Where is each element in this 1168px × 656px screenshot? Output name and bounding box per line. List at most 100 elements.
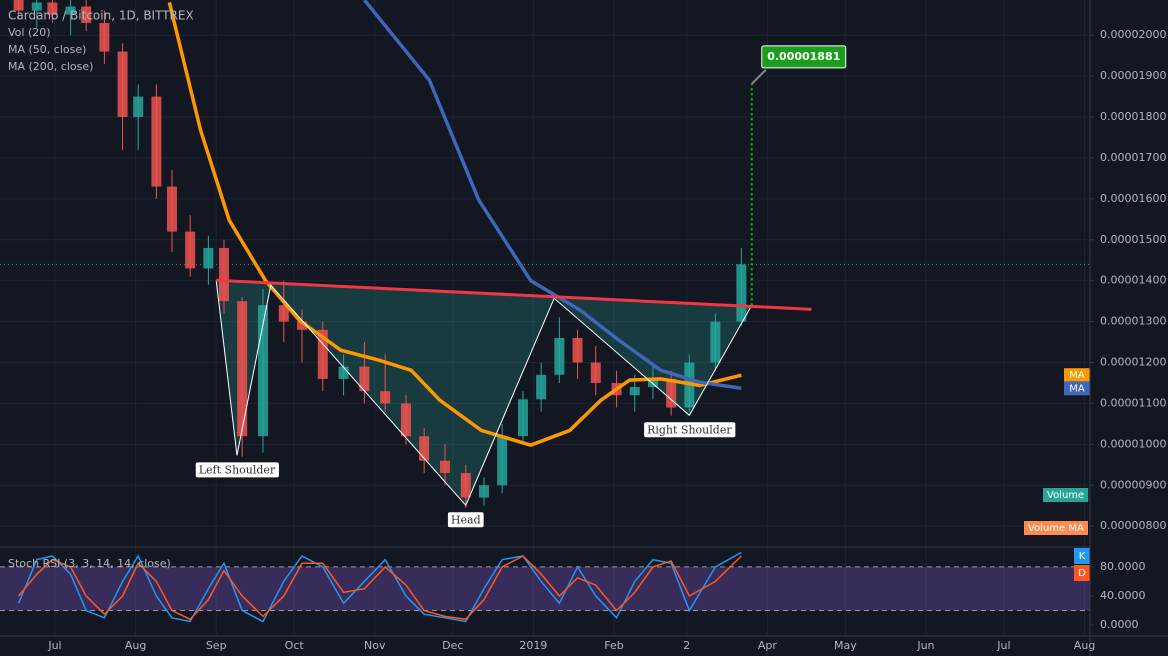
candle-body [478,485,489,498]
candle-body [257,305,268,437]
pattern-label-box [195,462,279,478]
pattern-label: Right Shoulder [647,423,732,436]
candle-body [151,96,162,187]
candle-body [554,337,565,375]
y-tick-label: 0.00001200 [1100,356,1166,369]
candle-body [359,366,370,392]
candle-body [166,186,177,232]
x-tick-label: 2019 [519,639,547,652]
x-tick-label: Jul [47,639,61,652]
ma-tag [1064,381,1090,396]
y-tick-label: 0.00000900 [1100,478,1166,491]
y-tick-label: 80.0000 [1100,560,1146,573]
x-tick-label: Oct [285,639,305,652]
volume-tag [1043,488,1089,502]
y-tick-label: 0.00001100 [1100,396,1166,409]
target-label: 0.00001881 [767,50,840,63]
candle-body [317,329,328,379]
pattern-fill [216,280,752,506]
candle-body [237,301,248,437]
x-tick-label: Dec [442,639,463,652]
candle-body [99,22,110,52]
candle-body [736,264,747,322]
plot [0,0,1090,623]
pattern-line [215,280,753,507]
x-tick-label: 2 [683,639,690,652]
candle-body [400,403,411,437]
ma-tag-label: MA [1069,383,1085,394]
indicator-title: Stoch RSI (3, 3, 14, 14, close) [8,557,171,570]
neckline [216,278,812,311]
candle-body [629,387,640,396]
candle-body [439,460,450,473]
labels: Cardano / Bitcoin, 1D, BITTREX Vol (20) … [8,9,1166,653]
oscillator-line [17,551,742,623]
legend-item: MA (50, close) [8,43,86,56]
x-tick-label: Sep [206,639,227,652]
target-box [761,45,847,69]
legend-swatch [1074,565,1090,581]
legend-item: MA (200, close) [8,60,93,73]
legend-label: D [1078,568,1086,579]
candle-body [81,6,92,23]
y-tick-label: 0.00001600 [1100,192,1166,205]
candle-body [517,399,528,437]
y-tick-label: 0.00001000 [1100,437,1166,450]
target-connector [751,69,767,85]
legend-label: K [1079,551,1086,562]
candle-body [13,0,24,11]
x-tick-label: Apr [758,639,778,652]
candle-body [647,378,658,388]
ma-tag-label: MA [1069,370,1085,381]
x-tick-label: Jun [916,639,934,652]
candle-body [536,374,547,400]
y-tick-label: 0.0000 [1100,618,1139,631]
y-tick-label: 0.00001400 [1100,274,1166,287]
candle-body [296,321,307,330]
candle-body [460,472,471,498]
y-tick-label: 0.00001800 [1100,110,1166,123]
y-tick-label: 0.00002000 [1100,28,1166,41]
x-tick-label: May [834,639,857,652]
y-tick-label: 0.00001500 [1100,233,1166,246]
y-tick-label: 40.0000 [1100,589,1146,602]
legend-swatch [1074,548,1090,564]
oscillator-line [18,555,742,621]
candle-body [65,6,76,15]
candle-body [47,2,58,15]
x-tick-label: Nov [364,639,386,652]
candle-body [590,362,601,383]
ma-tag [1064,368,1090,383]
candle-body [278,305,289,322]
pattern-label-box [447,512,484,528]
volume-tag-label: Volume [1047,490,1084,501]
pattern-label-box [644,422,736,438]
candle-body [203,247,214,269]
y-tick-label: 0.00001700 [1100,151,1166,164]
candle-body [338,366,349,379]
chart-title: Cardano / Bitcoin, 1D, BITTREX [8,9,194,23]
candle-body [572,337,583,363]
moving-average [167,2,742,448]
candle-body [31,2,42,11]
volume-tag [1024,521,1088,535]
y-tick-label: 0.00001900 [1100,69,1166,82]
candle-body [133,96,144,118]
candle-body [218,247,229,302]
x-tick-label: Aug [1074,639,1095,652]
x-tick-label: Feb [604,639,623,652]
candle-body [185,231,196,269]
x-tick-label: Aug [125,639,146,652]
candle-body [666,378,677,408]
volume-tag-label: Volume MA [1028,523,1084,534]
x-tick-label: Jul [996,639,1010,652]
candle-body [380,391,391,404]
candle-body [497,436,508,486]
pattern-label: Left Shoulder [199,463,276,476]
candle-body [710,321,721,363]
candle-body [419,436,430,461]
y-tick-label: 0.00000800 [1100,519,1166,532]
pattern-label: Head [451,513,481,526]
